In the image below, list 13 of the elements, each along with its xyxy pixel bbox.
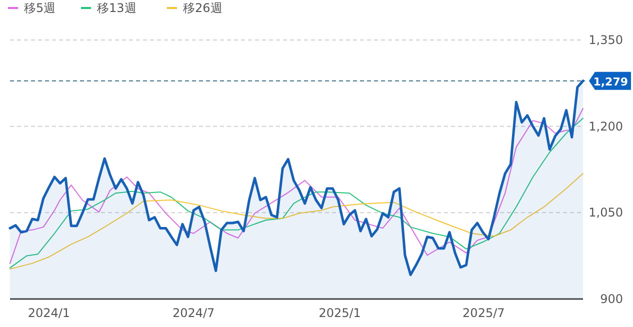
y-tick-label: 1,200: [588, 119, 623, 134]
y-tick-label: 1,050: [588, 206, 623, 220]
ref-line-label: 1,279: [593, 75, 628, 88]
legend-label: 移13週: [97, 1, 136, 15]
y-tick-label: 1,350: [588, 33, 623, 47]
x-tick-label: 2025/7: [462, 306, 505, 320]
x-tick-label: 2024/7: [172, 306, 215, 320]
legend-label: 移5週: [24, 1, 56, 15]
x-tick-label: 2024/1: [28, 306, 70, 320]
legend-label: 移26週: [183, 1, 222, 15]
y-tick-label: 900: [600, 292, 623, 306]
line-series: [10, 173, 584, 270]
x-tick-label: 2025/1: [318, 306, 361, 320]
